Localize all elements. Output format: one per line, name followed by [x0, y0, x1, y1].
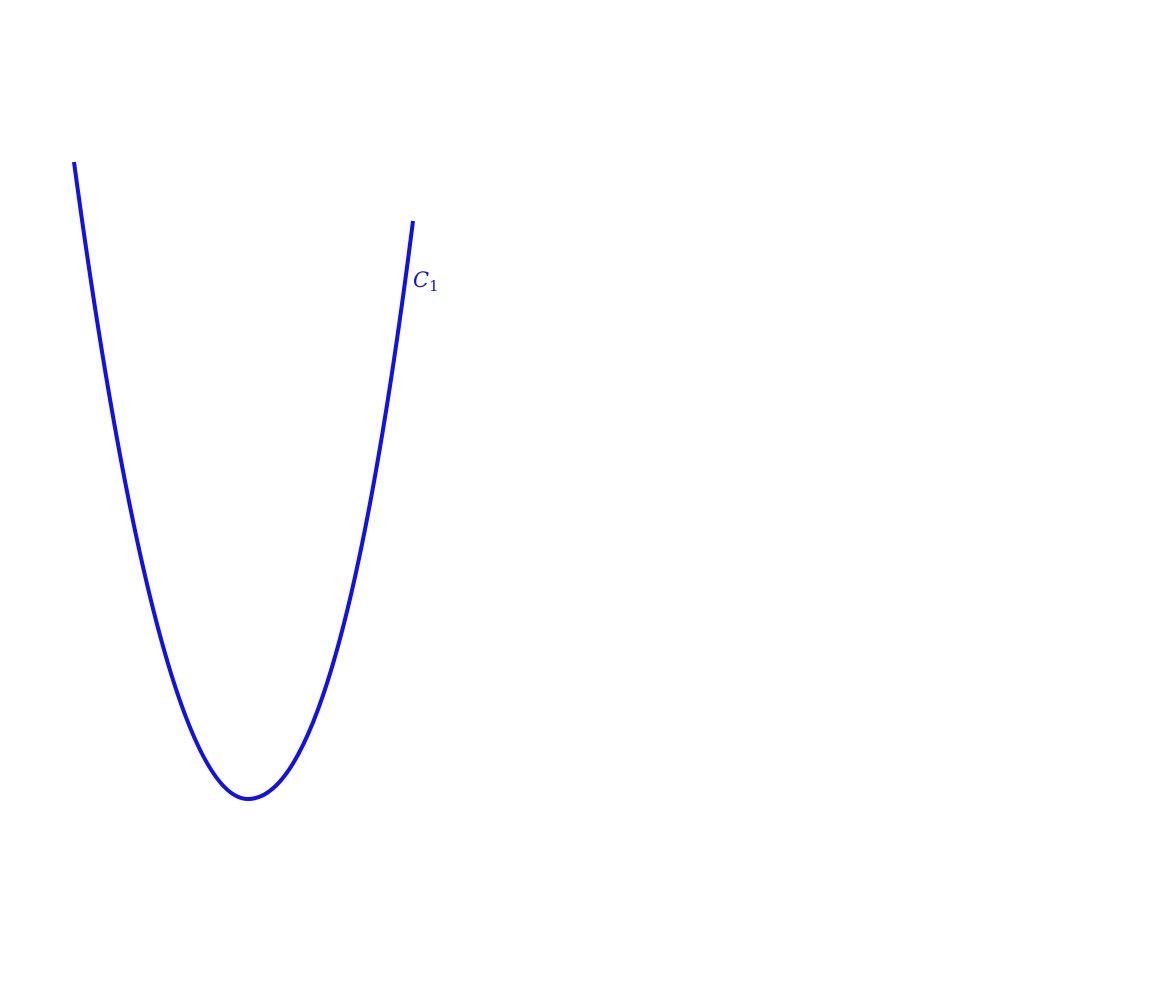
curve-label-subscript: 1	[429, 277, 439, 295]
curve-label-main: C	[413, 268, 429, 292]
